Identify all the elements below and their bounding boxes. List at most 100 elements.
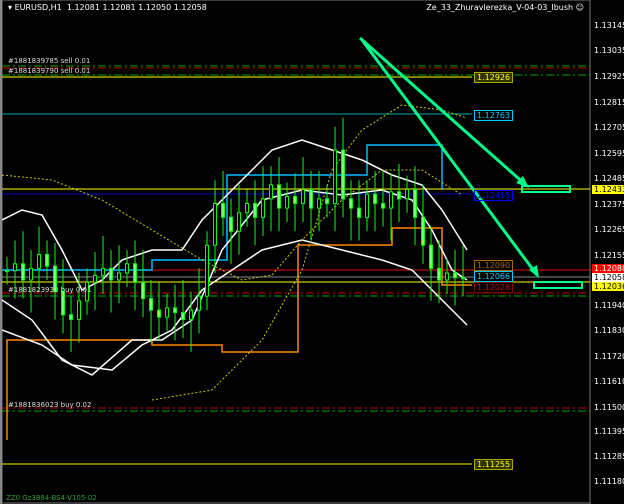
expert-advisor-label[interactable]: Ze_33_Zhuravlerezka_V-04-03_Ibush ☺ bbox=[426, 3, 584, 12]
ask-price-label: 1.12036 bbox=[592, 282, 624, 291]
candle-body bbox=[293, 195, 297, 204]
candle-body bbox=[69, 314, 73, 320]
candle-body bbox=[165, 307, 169, 318]
candle-body bbox=[325, 198, 329, 204]
candle-body bbox=[37, 253, 41, 269]
chart-border bbox=[2, 0, 591, 504]
candle-body bbox=[221, 202, 225, 218]
axis-tick-label: 1.11830 bbox=[594, 326, 624, 336]
order-label[interactable]: #1881839790 sell 0.01 bbox=[8, 67, 91, 75]
red-price-label: 1.12088 bbox=[592, 264, 624, 273]
candle-body bbox=[189, 309, 193, 320]
candle-body bbox=[213, 202, 217, 246]
candle-body bbox=[389, 191, 393, 209]
price-tag: 1.12415 bbox=[474, 190, 514, 201]
symbol: EURUSD,H1 bbox=[14, 3, 62, 12]
candle-body bbox=[397, 191, 401, 200]
price-tag: 1.12066 bbox=[474, 271, 514, 282]
candle-body bbox=[357, 207, 361, 218]
candle-body bbox=[93, 274, 97, 283]
candle-body bbox=[5, 270, 9, 273]
candle-body bbox=[333, 149, 337, 204]
axis-tick-label: 1.11180 bbox=[594, 476, 624, 486]
price-tag: 1.12763 bbox=[474, 110, 514, 121]
axis-tick-label: 1.13145 bbox=[594, 20, 624, 30]
candle-body bbox=[405, 189, 409, 200]
candle-body bbox=[277, 184, 281, 209]
expert-name: Ze_33_Zhuravlerezka_V-04-03_Ibush ☺ bbox=[426, 3, 584, 12]
axis-tick-label: 1.11940 bbox=[594, 300, 624, 310]
axis-tick-label: 1.12265 bbox=[594, 225, 624, 235]
upper-band bbox=[2, 139, 468, 292]
order-label[interactable]: #1881836023 buy 0.02 bbox=[8, 401, 92, 409]
candle-body bbox=[117, 272, 121, 281]
candle-body bbox=[125, 263, 129, 274]
arrow-line bbox=[359, 36, 528, 188]
candle-body bbox=[445, 272, 449, 281]
candle-body bbox=[141, 281, 145, 300]
price-tag: 1.12090 bbox=[474, 260, 514, 271]
candle-body bbox=[261, 198, 265, 218]
candle-body bbox=[429, 244, 433, 269]
axis-tick-label: 1.11720 bbox=[594, 351, 624, 361]
candle-body bbox=[317, 198, 321, 209]
candle-body bbox=[133, 263, 137, 283]
ohlc-readout: 1.12081 1.12081 1.12050 1.12058 bbox=[66, 3, 207, 12]
arrow-head bbox=[529, 265, 539, 278]
candle-body bbox=[349, 198, 353, 209]
candle-body bbox=[453, 272, 457, 279]
axis-tick-label: 1.12925 bbox=[594, 72, 624, 81]
candle-body bbox=[85, 281, 89, 302]
axis-tick-label: 1.12155 bbox=[594, 250, 624, 260]
axis-tick-label: 1.12595 bbox=[594, 148, 624, 158]
axis-tick-label: 1.12485 bbox=[594, 174, 624, 184]
order-label[interactable]: #1881823930 buy 0.01 bbox=[8, 286, 92, 294]
candle-body bbox=[45, 253, 49, 267]
target-box bbox=[533, 281, 583, 289]
moving-average bbox=[2, 169, 463, 281]
arrow-line bbox=[360, 39, 539, 276]
axis-tick-label: 1.11395 bbox=[594, 426, 624, 436]
axis-tick-label: 1.12815 bbox=[594, 97, 624, 107]
candle-body bbox=[197, 295, 201, 311]
candle-body bbox=[61, 291, 65, 316]
bid-price-label: 1.12058 bbox=[592, 273, 624, 282]
candle-body bbox=[309, 189, 313, 209]
candle-body bbox=[373, 193, 377, 204]
cyan-channel bbox=[2, 144, 443, 271]
candle-body bbox=[53, 265, 57, 293]
candle-body bbox=[181, 311, 185, 320]
candle-body bbox=[109, 267, 113, 281]
candle-body bbox=[205, 244, 209, 297]
price-tag: 1.12926 bbox=[474, 72, 514, 83]
target-box bbox=[521, 185, 571, 193]
candle-body bbox=[413, 189, 417, 218]
candle-body bbox=[149, 298, 153, 311]
footer-text: ZZ0 Gz3884-BS4-V105-02 bbox=[6, 494, 97, 502]
candle-body bbox=[245, 202, 249, 214]
candle-body bbox=[437, 267, 441, 281]
candle-body bbox=[13, 263, 17, 272]
candle-body bbox=[301, 189, 305, 204]
candle-body bbox=[29, 267, 33, 281]
order-label[interactable]: #1881839785 sell 0.01 bbox=[8, 57, 91, 65]
candle-body bbox=[173, 307, 177, 313]
lower-band bbox=[2, 239, 468, 371]
candle-body bbox=[253, 202, 257, 218]
candle-body bbox=[381, 202, 385, 209]
axis-tick-label: 1.12375 bbox=[594, 199, 624, 209]
axis-tick-label: 1.11610 bbox=[594, 377, 624, 387]
candle-body bbox=[237, 212, 241, 232]
axis-tick-label: 1.11285 bbox=[594, 452, 624, 462]
candle-body bbox=[21, 263, 25, 281]
candle-body bbox=[269, 184, 273, 200]
moving-average-slow bbox=[151, 104, 468, 401]
candle-body bbox=[461, 277, 465, 280]
candle-body bbox=[285, 195, 289, 209]
level-price-label: 1.12433 bbox=[592, 185, 624, 194]
price-tag: 1.12028 bbox=[474, 282, 514, 293]
chart-title: ▾ EURUSD,H1 1.12081 1.12081 1.12050 1.12… bbox=[8, 3, 207, 12]
candle-body bbox=[341, 149, 345, 200]
